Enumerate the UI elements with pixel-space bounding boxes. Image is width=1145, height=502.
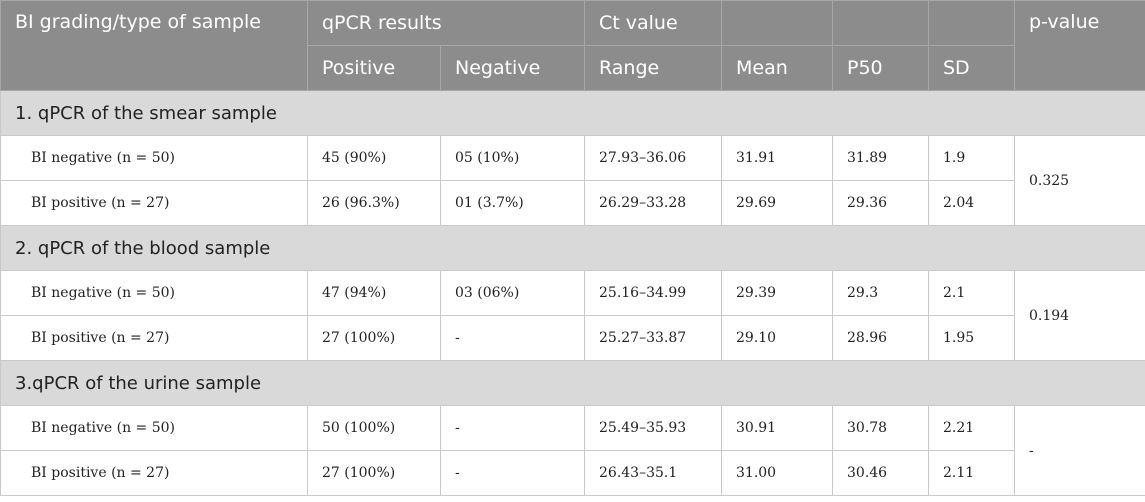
cell-p-value: 0.194: [1014, 270, 1145, 361]
cell-range: 26.29–33.28: [584, 180, 722, 226]
section-title: 3.qPCR of the urine sample: [0, 360, 1145, 406]
cell-negative: 03 (06%): [440, 270, 585, 316]
cell-mean: 31.00: [721, 450, 833, 496]
cell-range: 25.16–34.99: [584, 270, 722, 316]
cell-negative: -: [440, 315, 585, 361]
header-p-value: p-value: [1014, 0, 1145, 91]
header-row-2: Positive Negative Range Mean P50 SD: [1, 45, 1145, 91]
header-sd: SD: [928, 45, 1015, 91]
cell-p-value: 0.325: [1014, 135, 1145, 226]
cell-positive: 45 (90%): [307, 135, 441, 181]
cell-p50: 29.36: [832, 180, 929, 226]
cell-positive: 50 (100%): [307, 405, 441, 451]
cell-positive: 27 (100%): [307, 315, 441, 361]
cell-p50: 28.96: [832, 315, 929, 361]
cell-sd: 1.9: [928, 135, 1015, 181]
table-row: BI positive (n = 27) 26 (96.3%) 01 (3.7%…: [0, 180, 1145, 226]
header-range: Range: [584, 45, 722, 91]
row-label: BI positive (n = 27): [0, 315, 308, 361]
table-header: BI grading/type of sample qPCR results C…: [0, 0, 1145, 91]
table-row: BI negative (n = 50) 47 (94%) 03 (06%) 2…: [0, 270, 1145, 361]
cell-negative: 01 (3.7%): [440, 180, 585, 226]
cell-mean: 31.91: [721, 135, 833, 181]
cell-range: 27.93–36.06: [584, 135, 722, 181]
cell-sd: 2.1: [928, 270, 1015, 316]
cell-p50: 31.89: [832, 135, 929, 181]
row-label: BI positive (n = 27): [0, 180, 308, 226]
header-qpcr-results: qPCR results: [307, 0, 585, 46]
cell-mean: 29.10: [721, 315, 833, 361]
row-label: BI negative (n = 50): [0, 270, 308, 316]
cell-range: 25.27–33.87: [584, 315, 722, 361]
section-header-blood: 2. qPCR of the blood sample: [0, 225, 1145, 271]
cell-sd: 2.21: [928, 405, 1015, 451]
cell-p50: 30.78: [832, 405, 929, 451]
table-row: BI negative (n = 50) 50 (100%) - 25.49–3…: [0, 405, 1145, 496]
cell-p50: 30.46: [832, 450, 929, 496]
header-negative: Negative: [440, 45, 585, 91]
cell-positive: 26 (96.3%): [307, 180, 441, 226]
header-blank-sd: [928, 0, 1015, 46]
cell-negative: -: [440, 405, 585, 451]
cell-p-value: -: [1014, 405, 1145, 496]
cell-positive: 47 (94%): [307, 270, 441, 316]
table-row: BI positive (n = 27) 27 (100%) - 26.43–3…: [0, 450, 1145, 496]
table-row: BI positive (n = 27) 27 (100%) - 25.27–3…: [0, 315, 1145, 361]
section-header-smear: 1. qPCR of the smear sample: [0, 90, 1145, 136]
header-bi-grading: BI grading/type of sample: [0, 0, 308, 91]
header-blank-mean: [721, 0, 833, 46]
cell-negative: 05 (10%): [440, 135, 585, 181]
header-p50: P50: [832, 45, 929, 91]
section-header-urine: 3.qPCR of the urine sample: [0, 360, 1145, 406]
section-title: 2. qPCR of the blood sample: [0, 225, 1145, 271]
cell-range: 26.43–35.1: [584, 450, 722, 496]
cell-range: 25.49–35.93: [584, 405, 722, 451]
cell-positive: 27 (100%): [307, 450, 441, 496]
cell-sd: 2.11: [928, 450, 1015, 496]
row-label: BI negative (n = 50): [0, 405, 308, 451]
cell-mean: 29.39: [721, 270, 833, 316]
cell-sd: 1.95: [928, 315, 1015, 361]
cell-p50: 29.3: [832, 270, 929, 316]
header-positive: Positive: [307, 45, 441, 91]
header-ct-value: Ct value: [584, 0, 722, 46]
header-mean: Mean: [721, 45, 833, 91]
section-title: 1. qPCR of the smear sample: [0, 90, 1145, 136]
table-row: BI negative (n = 50) 45 (90%) 05 (10%) 2…: [0, 135, 1145, 226]
table-body: 1. qPCR of the smear sample BI negative …: [0, 90, 1145, 496]
cell-mean: 29.69: [721, 180, 833, 226]
cell-negative: -: [440, 450, 585, 496]
header-row-1: BI grading/type of sample qPCR results C…: [0, 0, 1145, 91]
row-label: BI negative (n = 50): [0, 135, 308, 181]
header-blank-p50: [832, 0, 929, 46]
cell-sd: 2.04: [928, 180, 1015, 226]
row-label: BI positive (n = 27): [0, 450, 308, 496]
cell-mean: 30.91: [721, 405, 833, 451]
